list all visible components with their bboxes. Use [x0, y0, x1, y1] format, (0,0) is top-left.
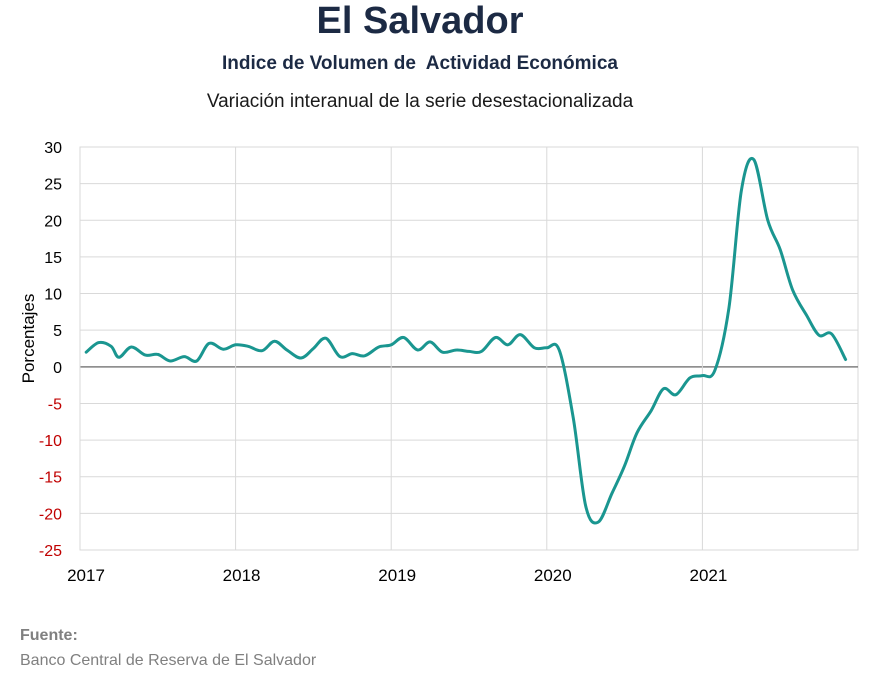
y-tick-label: -5 — [48, 396, 62, 413]
y-tick-label: -20 — [39, 506, 62, 523]
series-line — [84, 156, 848, 525]
chart-subtitle: Indice de Volumen de Actividad Económica — [222, 53, 618, 74]
x-tick-label: 2021 — [689, 566, 727, 585]
y-tick-label: 20 — [44, 213, 62, 230]
line-chart: 30 25 20 15 10 5 0 -5 -10 -15 -20 -25 2017 2018 2019 20… — [19, 140, 859, 585]
y-tick-label: 0 — [53, 360, 62, 377]
y-tick-label: 25 — [44, 177, 62, 194]
chart-subtitle-secondary: Variación interanual de la serie desesta… — [206, 91, 634, 112]
y-tick-label: 15 — [44, 250, 62, 267]
source-text: Banco Central de Reserva de El Salvador — [20, 652, 317, 669]
y-axis-label: Porcentajes — [19, 294, 38, 384]
y-tick-label: -15 — [39, 470, 62, 487]
x-tick-label: 2017 — [67, 566, 105, 585]
x-tick-label: 2019 — [378, 566, 416, 585]
grid-layer — [79, 146, 859, 551]
y-tick-label: -25 — [39, 543, 62, 560]
plot-frame — [79, 146, 859, 551]
y-tick-label: 30 — [44, 140, 62, 157]
x-tick-label: 2018 — [223, 566, 261, 585]
x-tick-label: 2020 — [534, 566, 572, 585]
axis-layer: 30 25 20 15 10 5 0 -5 -10 -15 -20 -25 2017 2018 2019 20… — [39, 140, 727, 585]
y-tick-label: 5 — [53, 323, 62, 340]
y-tick-label: 10 — [44, 287, 62, 304]
source-label: Fuente: — [20, 627, 78, 644]
series-layer — [84, 156, 848, 525]
page-title: El Salvador — [316, 0, 524, 42]
y-tick-label: -10 — [39, 433, 62, 450]
